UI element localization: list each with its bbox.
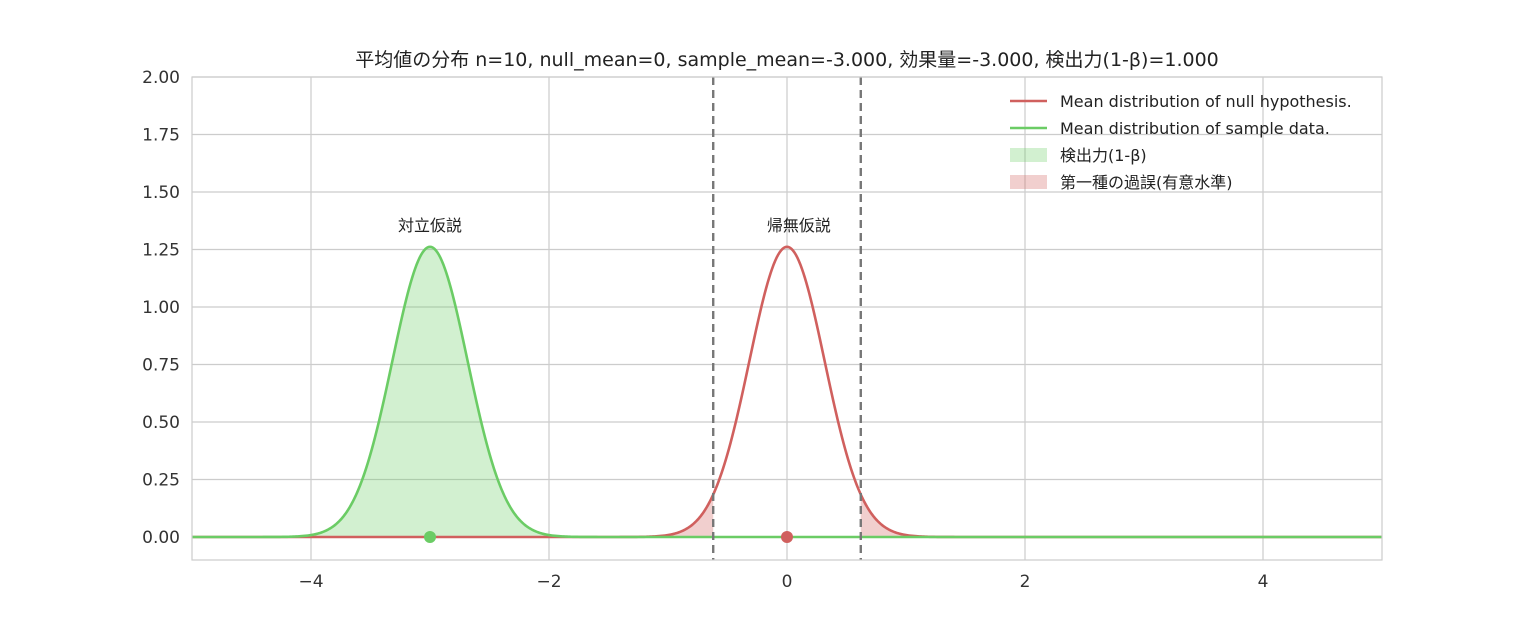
chart-title: 平均値の分布 n=10, null_mean=0, sample_mean=-3…	[355, 49, 1219, 71]
legend: Mean distribution of null hypothesis. Mea…	[1010, 92, 1352, 192]
legend-patch-swatch	[1010, 175, 1047, 189]
x-tick-label: 4	[1258, 572, 1269, 592]
legend-label: Mean distribution of sample data.	[1060, 119, 1330, 138]
x-tick-label: −4	[298, 572, 323, 592]
y-tick-label: 0.50	[142, 413, 180, 433]
mean-points	[424, 531, 793, 543]
null-mean-point	[781, 531, 793, 543]
x-tick-label: 0	[782, 572, 793, 592]
legend-label: 第一種の過誤(有意水準)	[1060, 173, 1233, 192]
x-tick-label: −2	[536, 572, 561, 592]
plot-frame	[191, 76, 1383, 561]
shaded-region	[192, 246, 714, 537]
annotations: 対立仮説 帰無仮説	[398, 216, 831, 235]
annotation-label: 対立仮説	[398, 216, 462, 235]
legend-patch-swatch	[1010, 148, 1047, 162]
sample-mean-point	[424, 531, 436, 543]
y-tick-label: 0.75	[142, 356, 180, 376]
y-tick-label: 1.75	[142, 126, 180, 146]
annotation-label: 帰無仮説	[767, 216, 831, 235]
y-tick-label: 2.00	[142, 68, 180, 88]
x-tick-label: 2	[1020, 572, 1031, 592]
y-tick-label: 1.50	[142, 183, 180, 203]
shaded-regions	[192, 246, 1382, 537]
y-tick-label: 0.25	[142, 471, 180, 491]
legend-label: Mean distribution of null hypothesis.	[1060, 92, 1352, 111]
axis-ticks: −4 −2 0 2 4 0.00 0.25 0.50 0.75 1.00 1.25 1.50 1.75 2…	[142, 68, 1268, 592]
y-tick-label: 0.00	[142, 528, 180, 548]
y-tick-label: 1.25	[142, 241, 180, 261]
shaded-region	[860, 494, 1382, 537]
threshold-lines	[712, 77, 862, 560]
y-tick-label: 1.00	[142, 298, 180, 318]
legend-label: 検出力(1-β)	[1060, 146, 1147, 165]
